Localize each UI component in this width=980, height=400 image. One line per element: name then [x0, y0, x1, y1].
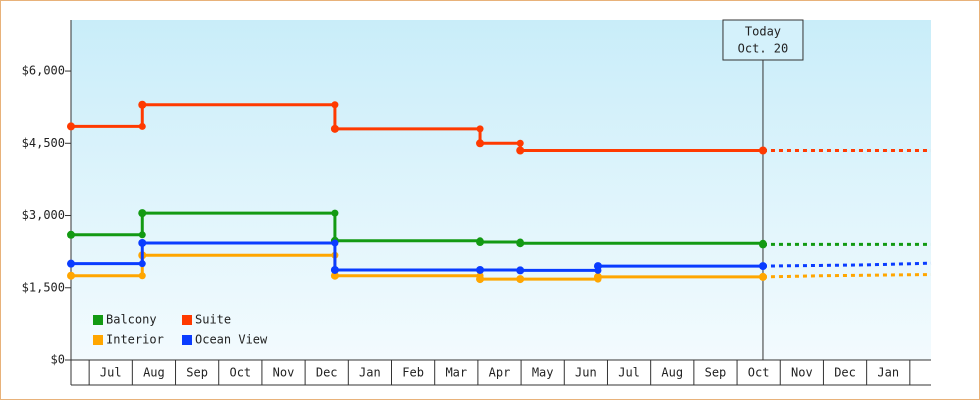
point: [67, 122, 75, 131]
x-tick-label: Oct: [229, 366, 251, 380]
step-corner: [516, 139, 524, 147]
legend-label: Suite: [195, 313, 231, 327]
today-label: Today: [745, 25, 781, 39]
legend-swatch: [182, 335, 192, 345]
x-tick-label: Feb: [402, 366, 424, 380]
x-tick-label: Nov: [273, 366, 295, 380]
point: [593, 272, 602, 281]
point: [330, 265, 339, 274]
point: [516, 275, 525, 284]
x-tick-label: Mar: [445, 366, 467, 380]
point: [476, 275, 485, 284]
point: [476, 139, 485, 148]
forecast-line: [762, 261, 932, 268]
point: [516, 266, 525, 275]
today-label: Oct. 20: [738, 42, 789, 56]
step-corner: [331, 101, 339, 109]
legend-swatch: [93, 315, 103, 325]
point: [138, 238, 147, 247]
series: [67, 238, 932, 275]
point: [476, 265, 485, 274]
x-tick-label: Aug: [143, 366, 165, 380]
x-tick-label: May: [532, 366, 554, 380]
plot-area: [71, 20, 931, 360]
point: [67, 271, 75, 280]
point: [593, 262, 602, 271]
x-tick-label: Jul: [100, 366, 122, 380]
step-corner: [138, 260, 146, 268]
y-tick-label: $6,000: [22, 64, 65, 78]
today-box: [722, 19, 804, 61]
legend-label: Ocean View: [195, 333, 268, 347]
x-tick-label: Jul: [618, 366, 640, 380]
series: [67, 209, 931, 249]
x-tick-label: Aug: [661, 366, 683, 380]
point: [758, 262, 767, 271]
y-tick-label: $0: [51, 353, 65, 367]
x-tick-label: Sep: [186, 366, 208, 380]
y-tick-label: $3,000: [22, 208, 65, 222]
x-tick-label: Jun: [575, 366, 597, 380]
point: [758, 146, 767, 155]
point: [330, 271, 339, 280]
point: [138, 209, 147, 218]
step-corner: [138, 272, 146, 280]
point: [758, 272, 767, 281]
point: [138, 100, 147, 109]
point: [516, 239, 525, 248]
x-tick-label: Sep: [705, 366, 727, 380]
point: [758, 240, 767, 249]
x-tick-label: Jan: [359, 366, 381, 380]
step-corner: [138, 122, 146, 130]
step-corner: [476, 125, 484, 133]
x-tick-label: Jan: [877, 366, 899, 380]
point: [67, 230, 75, 239]
legend-swatch: [182, 315, 192, 325]
series: [67, 100, 931, 155]
legend-label: Interior: [106, 333, 164, 347]
legend-swatch: [93, 335, 103, 345]
x-tick-label: Dec: [834, 366, 856, 380]
point: [330, 124, 339, 133]
step-corner: [138, 231, 146, 239]
point: [476, 238, 485, 247]
y-tick-label: $1,500: [22, 280, 65, 294]
point: [516, 146, 525, 155]
legend-label: Balcony: [106, 313, 157, 327]
x-tick-label: Dec: [316, 366, 338, 380]
step-corner: [331, 239, 339, 247]
x-tick-label: Nov: [791, 366, 813, 380]
step-corner: [331, 209, 339, 217]
point: [67, 259, 75, 268]
x-tick-label: Oct: [748, 366, 770, 380]
y-tick-label: $4,500: [22, 136, 65, 150]
x-tick-label: Apr: [489, 366, 511, 380]
